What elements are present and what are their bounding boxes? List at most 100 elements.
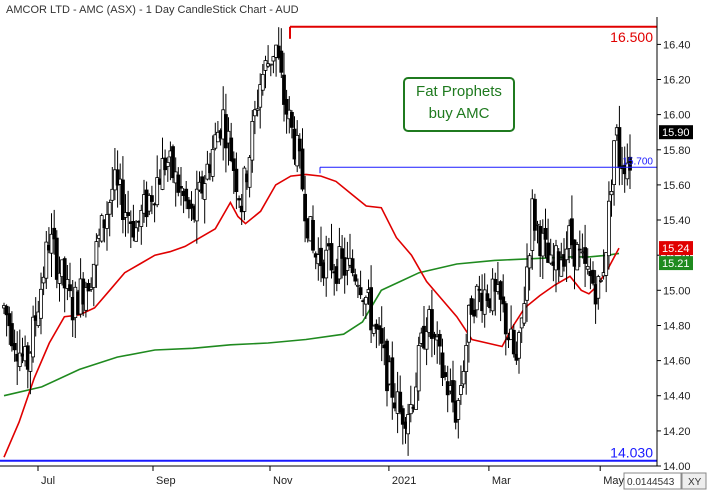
candle-body bbox=[44, 241, 49, 279]
y-tick-label: 14.40 bbox=[663, 391, 691, 403]
candle-body bbox=[126, 212, 130, 216]
y-tick-label: 14.80 bbox=[663, 321, 691, 333]
candle-body bbox=[398, 391, 403, 413]
candle-body bbox=[466, 304, 471, 343]
candle-body bbox=[564, 248, 569, 261]
reference-line-label: 14.030 bbox=[610, 445, 653, 461]
candle-body bbox=[596, 276, 601, 299]
candle-body bbox=[559, 259, 564, 277]
candle-body bbox=[350, 258, 355, 274]
annotation-line1: Fat Prophets bbox=[416, 83, 502, 100]
candle-body bbox=[358, 287, 363, 296]
candle-body bbox=[340, 248, 345, 259]
candle-body bbox=[535, 223, 540, 226]
candle-body bbox=[99, 215, 104, 242]
candle-body bbox=[279, 50, 284, 73]
chart-title: AMCOR LTD - AMC (ASX) - 1 Day CandleStic… bbox=[6, 4, 299, 16]
y-tick-label: 15.00 bbox=[663, 285, 691, 297]
reference-line-label: 15.700 bbox=[622, 156, 653, 167]
candle-body bbox=[68, 284, 72, 292]
candle-body bbox=[377, 325, 382, 330]
crosshair-readout bbox=[623, 472, 682, 490]
candle-body bbox=[250, 121, 255, 161]
candle-body bbox=[268, 63, 273, 66]
candle-body bbox=[252, 109, 257, 117]
candle-body bbox=[49, 233, 54, 254]
candle-body bbox=[271, 56, 276, 62]
price-badge bbox=[659, 256, 693, 271]
price-badge-label: 15.21 bbox=[662, 258, 690, 270]
x-axis-ticks: Jul Sep Nov 2021 Mar May bbox=[37, 466, 624, 487]
candle-body bbox=[353, 274, 358, 282]
xy-button-label: XY bbox=[688, 477, 702, 488]
candle-body bbox=[498, 281, 503, 300]
candle-body bbox=[17, 352, 22, 367]
candle-body bbox=[472, 309, 477, 317]
candle-body bbox=[612, 140, 616, 185]
candle-body bbox=[522, 303, 527, 324]
candle-body bbox=[289, 112, 294, 128]
candle-body bbox=[599, 279, 603, 282]
candle-body bbox=[628, 156, 632, 171]
candle-body bbox=[458, 385, 463, 395]
y-tick-label: 15.40 bbox=[663, 215, 691, 227]
candle-body bbox=[105, 214, 109, 229]
candle-body bbox=[300, 148, 305, 190]
candle-body bbox=[414, 386, 418, 410]
candle-body bbox=[258, 84, 263, 108]
candle-body bbox=[179, 185, 183, 189]
candle-body bbox=[94, 241, 99, 266]
candle-body bbox=[575, 244, 580, 271]
candle-body bbox=[443, 372, 448, 377]
candle-body bbox=[490, 278, 495, 312]
candle-body bbox=[282, 74, 286, 105]
candle-body bbox=[408, 404, 413, 415]
candle-body bbox=[303, 193, 308, 222]
candle-body bbox=[363, 296, 368, 305]
candle-body bbox=[464, 344, 469, 372]
candle-body bbox=[577, 248, 582, 251]
candle-body bbox=[165, 161, 170, 167]
candle-body bbox=[337, 246, 342, 280]
xy-toggle-button[interactable] bbox=[681, 472, 707, 490]
candle-body bbox=[247, 157, 252, 188]
candle-body bbox=[482, 289, 487, 315]
candle-body bbox=[194, 188, 199, 222]
candles bbox=[2, 27, 632, 456]
candle-body bbox=[371, 325, 376, 334]
x-tick-label: Jul bbox=[41, 475, 55, 487]
candle-body bbox=[570, 218, 574, 246]
candle-body bbox=[429, 309, 434, 339]
candle-body bbox=[607, 200, 611, 257]
candle-body bbox=[202, 183, 207, 200]
candle-body bbox=[149, 195, 154, 202]
candle-body bbox=[229, 137, 234, 162]
candle-body bbox=[511, 329, 516, 355]
candle-body bbox=[28, 352, 33, 372]
candle-body bbox=[424, 331, 429, 350]
candle-body bbox=[139, 209, 144, 227]
x-tick-label: Mar bbox=[492, 475, 511, 487]
candle-body bbox=[210, 148, 215, 177]
candle-body bbox=[329, 243, 334, 271]
candle-body bbox=[546, 242, 550, 263]
candle-body bbox=[226, 130, 231, 144]
candle-body bbox=[591, 269, 595, 284]
x-tick-label: 2021 bbox=[392, 475, 416, 487]
candle-body bbox=[379, 328, 384, 344]
price-badge-label: 15.90 bbox=[662, 127, 690, 139]
candle-body bbox=[390, 357, 395, 398]
candle-body bbox=[4, 305, 9, 316]
candle-body bbox=[432, 333, 437, 338]
y-tick-label: 14.20 bbox=[663, 426, 691, 438]
candle-body bbox=[416, 345, 421, 392]
candle-body bbox=[176, 174, 181, 193]
candle-body bbox=[461, 370, 466, 385]
candle-body bbox=[36, 311, 41, 327]
candle-body bbox=[437, 333, 442, 347]
candle-body bbox=[451, 380, 455, 403]
candle-body bbox=[284, 99, 289, 115]
candle-body bbox=[585, 265, 590, 270]
candle-body bbox=[562, 254, 566, 267]
candle-body bbox=[134, 227, 139, 242]
